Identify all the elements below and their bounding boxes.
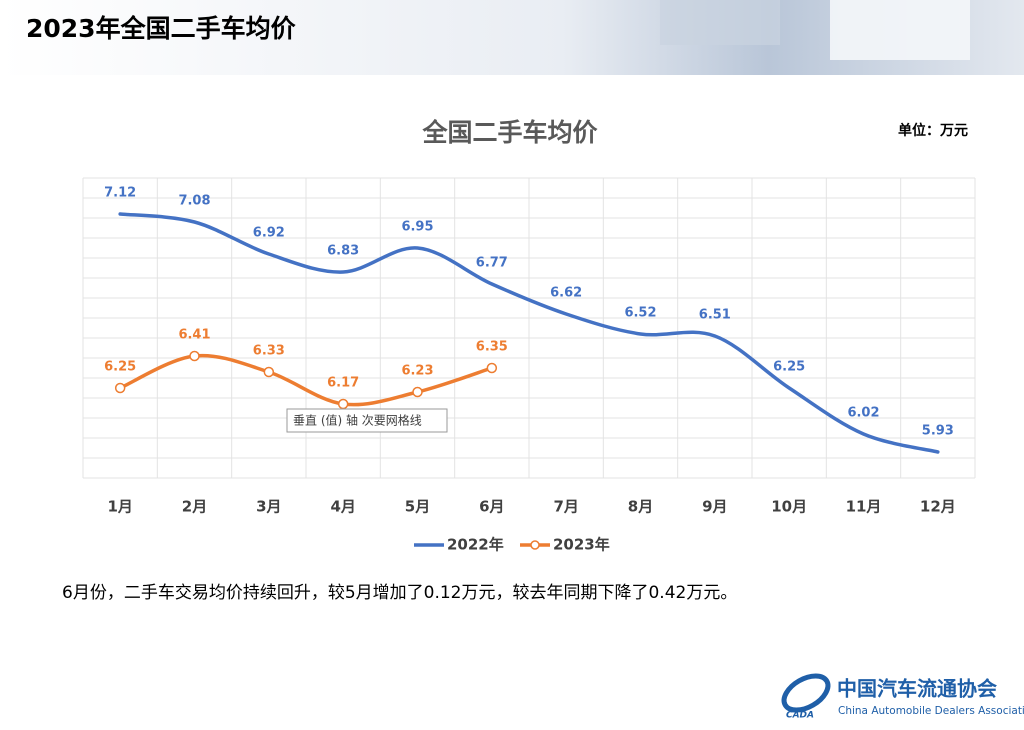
legend-label: 2023年 xyxy=(553,536,610,554)
x-tick-label: 12月 xyxy=(920,498,956,516)
data-label: 7.08 xyxy=(178,194,210,209)
data-label: 5.93 xyxy=(922,424,954,439)
x-tick-label: 6月 xyxy=(479,498,504,516)
logo-name: 中国汽车流通协会 xyxy=(837,677,997,701)
header-decor xyxy=(830,0,970,60)
x-tick-label: 4月 xyxy=(330,498,355,516)
tooltip-box xyxy=(286,408,448,433)
data-label: 6.77 xyxy=(476,256,508,271)
logo-english: China Automobile Dealers Association xyxy=(838,705,1024,717)
unit-label: 单位：万元 xyxy=(898,122,968,139)
data-label: 6.62 xyxy=(550,286,582,301)
marker xyxy=(337,398,349,410)
data-label: 6.52 xyxy=(624,306,656,321)
marker xyxy=(486,362,498,374)
x-tick-label: 10月 xyxy=(771,498,807,516)
data-label: 6.95 xyxy=(401,220,433,235)
legend-label: 2022年 xyxy=(447,536,504,554)
marker xyxy=(114,382,126,394)
data-label: 6.41 xyxy=(178,328,210,343)
legend-marker xyxy=(530,540,540,550)
data-label: 7.12 xyxy=(104,186,136,201)
data-label: 6.33 xyxy=(253,344,285,359)
x-tick-label: 11月 xyxy=(846,498,882,516)
marker xyxy=(189,350,200,362)
data-label: 6.23 xyxy=(401,364,433,379)
data-label: 6.92 xyxy=(253,226,285,241)
marker xyxy=(412,386,423,398)
x-tick-label: 1月 xyxy=(107,498,132,516)
marker xyxy=(263,366,275,378)
header-decor xyxy=(660,0,780,45)
series-line xyxy=(118,212,940,454)
data-label: 6.83 xyxy=(327,244,359,259)
x-tick-label: 8月 xyxy=(628,498,653,516)
x-tick-label: 3月 xyxy=(256,498,281,516)
data-label: 6.25 xyxy=(773,360,805,375)
data-label: 6.17 xyxy=(327,376,359,391)
data-label: 6.35 xyxy=(476,340,508,355)
data-label: 6.02 xyxy=(847,406,879,421)
x-tick-label: 2月 xyxy=(182,498,207,516)
header-title: 2023年全国二手车均价 xyxy=(26,14,297,43)
logo: CADA 中国汽车流通协会 China Automobile Dealers A… xyxy=(781,673,1024,721)
data-label: 6.51 xyxy=(699,308,731,323)
x-tick-label: 7月 xyxy=(553,498,578,516)
tooltip-text: 垂直 (值) 轴 次要网格线 xyxy=(293,413,422,428)
chart-title: 全国二手车均价 xyxy=(421,118,598,147)
x-tick-label: 5月 xyxy=(405,498,430,516)
x-tick-label: 9月 xyxy=(702,498,727,516)
logo-swoosh xyxy=(781,673,831,713)
plot-area: 1月 2月 3月 4月 5月 6月 7月 8月 9月 10月 11月 12月 7.12 7.08 6.92 6… xyxy=(82,177,976,554)
footnote: 6月份，二手车交易均价持续回升，较5月增加了0.12万元，较去年同期下降了0.4… xyxy=(62,583,737,603)
logo-mark: CADA xyxy=(786,711,814,721)
data-label: 6.25 xyxy=(104,360,136,375)
